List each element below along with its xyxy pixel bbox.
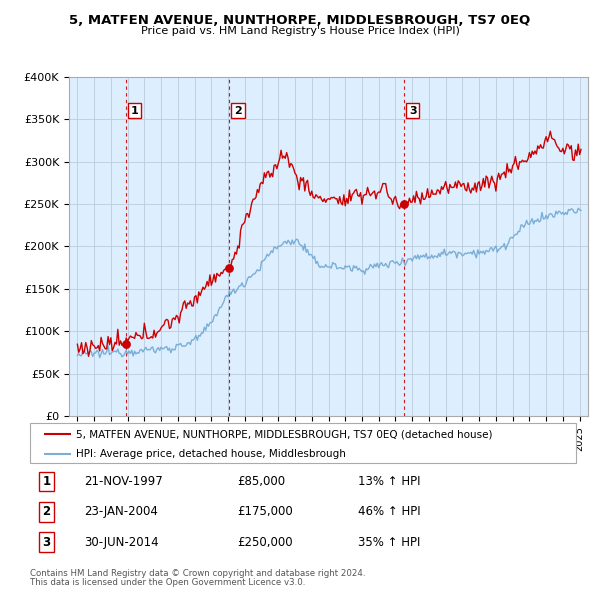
Point: [399, 199, 409, 209]
Text: 2: 2: [43, 505, 50, 519]
Text: 30-JUN-2014: 30-JUN-2014: [85, 536, 159, 549]
Text: £85,000: £85,000: [238, 475, 286, 488]
Text: 35% ↑ HPI: 35% ↑ HPI: [358, 536, 420, 549]
Text: HPI: Average price, detached house, Middlesbrough: HPI: Average price, detached house, Midd…: [76, 450, 346, 460]
Text: 2: 2: [234, 106, 242, 116]
Point: [224, 263, 234, 272]
FancyBboxPatch shape: [30, 423, 576, 463]
Text: 21-NOV-1997: 21-NOV-1997: [85, 475, 163, 488]
Text: 1: 1: [43, 475, 50, 488]
Text: Contains HM Land Registry data © Crown copyright and database right 2024.: Contains HM Land Registry data © Crown c…: [30, 569, 365, 578]
Text: 23-JAN-2004: 23-JAN-2004: [85, 505, 158, 519]
Text: Price paid vs. HM Land Registry's House Price Index (HPI): Price paid vs. HM Land Registry's House …: [140, 26, 460, 35]
Text: £175,000: £175,000: [238, 505, 293, 519]
Text: 3: 3: [409, 106, 416, 116]
Text: 13% ↑ HPI: 13% ↑ HPI: [358, 475, 420, 488]
Text: 46% ↑ HPI: 46% ↑ HPI: [358, 505, 420, 519]
Text: 1: 1: [131, 106, 139, 116]
Text: 5, MATFEN AVENUE, NUNTHORPE, MIDDLESBROUGH, TS7 0EQ: 5, MATFEN AVENUE, NUNTHORPE, MIDDLESBROU…: [70, 14, 530, 27]
Point: [121, 339, 131, 349]
Text: 3: 3: [43, 536, 50, 549]
Text: £250,000: £250,000: [238, 536, 293, 549]
Text: 5, MATFEN AVENUE, NUNTHORPE, MIDDLESBROUGH, TS7 0EQ (detached house): 5, MATFEN AVENUE, NUNTHORPE, MIDDLESBROU…: [76, 430, 493, 440]
Text: This data is licensed under the Open Government Licence v3.0.: This data is licensed under the Open Gov…: [30, 578, 305, 588]
